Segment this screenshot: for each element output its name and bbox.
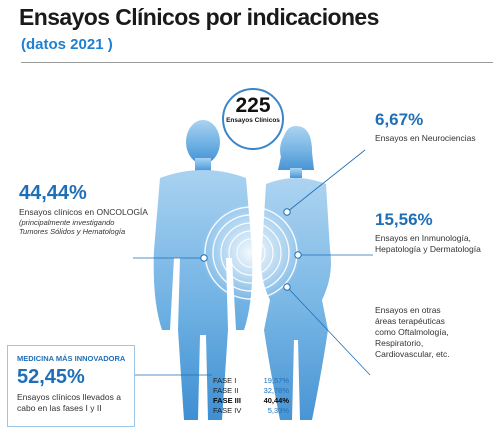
phase-label: FASE IV [213,406,242,415]
phase-label: FASE II [213,386,239,395]
innovadora-line1: Ensayos clínicos llevados a [17,392,121,402]
connector-lines [133,149,373,376]
marker-dots [200,208,302,291]
total-trials-badge: 225 Ensayos Clínicos [222,88,284,150]
inmuno-description: Ensayos en Inmunología, Hepatología y De… [375,233,497,255]
oncologia-line3: Tumores Sólidos y Hematología [19,227,126,236]
innovadora-line2: cabo en las fases I y II [17,403,102,413]
innovadora-value: 52,45% [17,366,85,388]
total-trials-label: Ensayos Clínicos [226,117,280,124]
innovadora-description: Ensayos clínicos llevados a cabo en las … [17,392,132,414]
inmuno-line2: Hepatología y Dermatología [375,244,481,254]
phase-label: FASE I [213,376,237,385]
oncologia-line1: Ensayos clínicos en ONCOLOGÍA [19,207,148,217]
phase-label: FASE III [213,396,241,405]
otras-description: Ensayos en otras áreas terapéuticas como… [375,305,497,360]
phase-value: 40,44% [263,396,289,405]
phase-row: FASE I 19,57% [213,376,289,386]
phase-row-highlighted: FASE III 40,44% [213,396,289,406]
inmuno-value: 15,56% [375,210,433,229]
neuro-line1: Ensayos en Neurociencias [375,133,476,143]
phase-row: FASE IV 5,33% [213,406,289,416]
otras-line3: como Oftalmología, [375,327,449,337]
page-subtitle: (datos 2021 ) [21,36,113,53]
phase-value: 32,78% [263,386,289,395]
otras-line2: áreas terapéuticas [375,316,445,326]
otras-line1: Ensayos en otras [375,305,441,315]
header-divider [21,62,493,63]
neuro-value: 6,67% [375,110,424,129]
page-title: Ensayos Clínicos por indicaciones [19,4,379,30]
oncologia-value: 44,44% [19,182,87,204]
phase-value: 5,33% [267,406,289,415]
oncologia-line2: (principalmente investigando [19,218,115,227]
center-rings [201,203,301,303]
innovadora-heading: MEDICINA MÁS INNOVADORA [17,354,126,363]
phase-value: 19,57% [263,376,289,385]
inmuno-line1: Ensayos en Inmunología, [375,233,471,243]
innovadora-callout: MEDICINA MÁS INNOVADORA 52,45% Ensayos c… [7,345,135,427]
otras-line4: Respiratorio, [375,338,424,348]
total-trials-value: 225 [235,94,271,117]
oncologia-description: Ensayos clínicos en ONCOLOGÍA (principal… [19,207,199,236]
phase-table: FASE I 19,57% FASE II 32,78% FASE III 40… [213,376,289,416]
phase-row: FASE II 32,78% [213,386,289,396]
otras-line5: Cardiovascular, etc. [375,349,450,359]
